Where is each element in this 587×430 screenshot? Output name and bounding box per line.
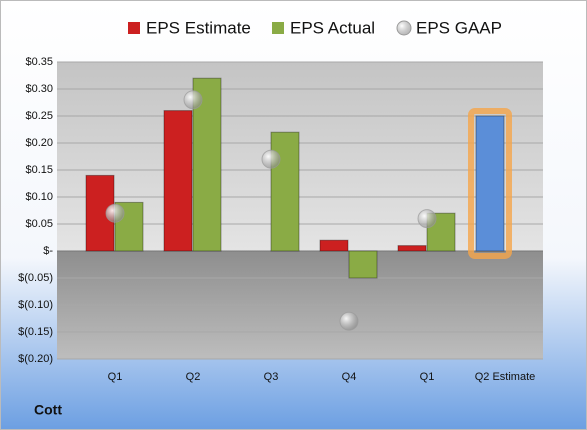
legend-label: EPS GAAP [416, 18, 502, 37]
x-tick-label: Q4 [342, 371, 357, 383]
x-tick-label: Q2 [186, 371, 201, 383]
bar [270, 131, 300, 252]
gaap-point [339, 311, 359, 331]
y-tick-label: $(0.20) [18, 353, 53, 365]
y-tick-label: $(0.05) [18, 272, 53, 284]
legend-marker [272, 22, 284, 34]
x-tick-label: Q1 [108, 371, 123, 383]
y-tick-label: $(0.10) [18, 299, 53, 311]
bar [348, 250, 378, 279]
y-tick-label: $(0.15) [18, 326, 53, 338]
y-tick-label: $0.30 [25, 83, 53, 95]
legend-marker [128, 22, 140, 34]
y-tick-label: $0.05 [25, 218, 53, 230]
legend-label: EPS Actual [290, 18, 375, 37]
y-tick-label: $- [43, 245, 53, 257]
y-tick-label: $0.15 [25, 164, 53, 176]
gaap-point [417, 209, 437, 229]
y-tick-label: $0.25 [25, 110, 53, 122]
gaap-point [105, 203, 125, 223]
x-tick-label: Q3 [264, 371, 279, 383]
legend-marker [396, 20, 412, 36]
x-tick-label: Q2 Estimate [475, 371, 536, 383]
gaap-point [261, 149, 281, 169]
bar [319, 239, 349, 252]
legend-label: EPS Estimate [146, 18, 251, 37]
x-tick-label: Q1 [420, 371, 435, 383]
bar [475, 115, 505, 252]
y-tick-label: $0.20 [25, 137, 53, 149]
bar [163, 110, 193, 252]
company-name: Cott [34, 402, 62, 418]
y-tick-label: $0.10 [25, 191, 53, 203]
y-tick-label: $0.35 [25, 56, 53, 68]
highlight-glow [468, 108, 512, 259]
gaap-point [183, 90, 203, 110]
bar [397, 245, 427, 252]
